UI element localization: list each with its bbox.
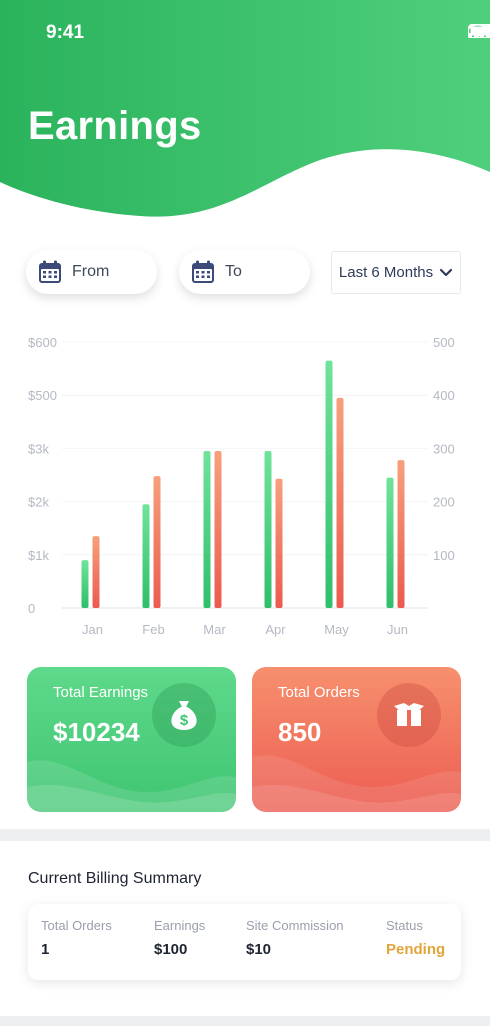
section-divider xyxy=(0,829,490,841)
billing-value: $100 xyxy=(154,941,188,958)
card-wave-decoration xyxy=(27,760,236,812)
earnings-bar[interactable] xyxy=(325,360,333,608)
box-icon xyxy=(394,703,424,726)
total-orders-card[interactable]: Total Orders 850 xyxy=(252,667,461,812)
earnings-bar[interactable] xyxy=(142,504,150,608)
orders-bar[interactable] xyxy=(92,536,100,608)
x-category-label: Mar xyxy=(203,622,226,637)
status-badge: Pending xyxy=(386,941,446,958)
y-left-tick-label: $2k xyxy=(28,495,49,510)
orders-bar[interactable] xyxy=(397,460,405,608)
x-category-label: Feb xyxy=(142,622,164,637)
to-label: To xyxy=(225,263,242,280)
billing-column-status: Status Pending xyxy=(386,918,445,958)
billing-column-commission: Site Commission $10 xyxy=(246,918,344,958)
total-orders-value: 850 xyxy=(278,717,322,747)
calendar-icon xyxy=(192,260,214,283)
billing-header: Status xyxy=(386,918,423,933)
card-wave-decoration xyxy=(252,755,461,812)
billing-summary-card[interactable]: Total Orders 1 Earnings $100 Site Commis… xyxy=(28,904,461,980)
x-category-label: Jun xyxy=(387,622,408,637)
earnings-bar[interactable] xyxy=(203,451,211,608)
y-left-tick-label: $500 xyxy=(28,388,57,403)
svg-text:$: $ xyxy=(180,712,189,729)
money-bag-icon: $ xyxy=(171,701,197,730)
billing-header: Total Orders xyxy=(41,918,112,933)
y-right-tick-label: 400 xyxy=(433,388,455,403)
battery-icon xyxy=(468,24,490,38)
header: 9:41 Earnings xyxy=(0,0,490,230)
total-earnings-label: Total Earnings xyxy=(53,684,149,701)
range-select[interactable]: Last 6 Months xyxy=(331,251,461,294)
orders-bar[interactable] xyxy=(153,476,161,608)
y-left-tick-label: $600 xyxy=(28,335,57,350)
x-category-label: Apr xyxy=(265,622,286,637)
page-title: Earnings xyxy=(28,104,202,148)
earnings-bar[interactable] xyxy=(81,560,89,608)
billing-title: Current Billing Summary xyxy=(28,870,202,887)
card-icon-circle xyxy=(377,683,441,747)
earnings-bar[interactable] xyxy=(386,477,394,608)
earnings-bar[interactable] xyxy=(264,451,272,608)
y-left-tick-label: $3k xyxy=(28,441,49,456)
billing-column-orders: Total Orders 1 xyxy=(41,918,112,958)
x-category-label: Jan xyxy=(82,622,103,637)
calendar-icon xyxy=(39,260,61,283)
billing-column-earnings: Earnings $100 xyxy=(154,918,205,958)
orders-bar[interactable] xyxy=(275,478,283,608)
x-category-label: May xyxy=(324,622,349,637)
billing-header: Earnings xyxy=(154,918,206,933)
y-right-tick-label: 300 xyxy=(433,441,455,456)
y-left-tick-label: 0 xyxy=(28,601,35,616)
bottom-divider xyxy=(0,1016,490,1026)
from-label: From xyxy=(72,263,110,280)
card-icon-circle: $ xyxy=(152,683,216,747)
billing-value: $10 xyxy=(246,941,272,958)
orders-bar[interactable] xyxy=(336,397,344,608)
earnings-chart: 0 $1k $2k $3k $500 $600 100 200 300 400 500 Jan Fe… xyxy=(28,335,455,637)
range-label: Last 6 Months xyxy=(338,264,434,281)
status-time: 9:41 xyxy=(46,22,85,43)
total-earnings-value: $10234 xyxy=(53,717,140,747)
to-date-button[interactable]: To xyxy=(179,250,310,294)
y-right-tick-label: 100 xyxy=(433,548,455,563)
y-left-tick-label: $1k xyxy=(28,548,49,563)
billing-header: Site Commission xyxy=(246,918,344,933)
y-right-tick-label: 200 xyxy=(433,495,455,510)
chevron-down-icon xyxy=(440,268,453,276)
status-bar: 9:41 xyxy=(0,0,490,64)
from-date-button[interactable]: From xyxy=(26,250,157,294)
y-right-tick-label: 500 xyxy=(433,335,455,350)
orders-bar[interactable] xyxy=(214,451,222,608)
total-orders-label: Total Orders xyxy=(278,684,360,701)
billing-value: 1 xyxy=(41,941,50,958)
total-earnings-card[interactable]: Total Earnings $10234 $ xyxy=(27,667,236,812)
header-background xyxy=(0,0,490,217)
